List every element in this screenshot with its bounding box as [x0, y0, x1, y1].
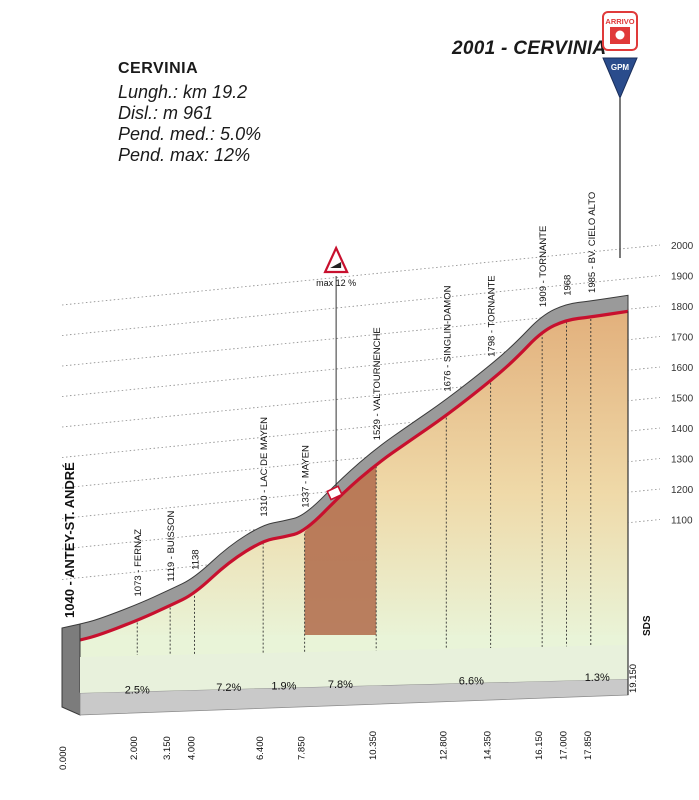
waypoint-label: 1119 - BUISSON [166, 511, 177, 582]
y-tick-label: 2000 [671, 241, 694, 252]
km-label: 12.800 [438, 731, 449, 760]
y-tick-label: 1600 [671, 363, 694, 374]
km-label: 3.150 [162, 736, 173, 760]
profile-area [80, 311, 628, 640]
grade-label: 1.3% [585, 672, 610, 684]
y-tick-label: 1500 [671, 394, 694, 405]
road-line [79, 309, 629, 642]
sds-label: SDS [642, 615, 653, 636]
grade-label: 7.8% [328, 679, 353, 691]
waypoint-label: 1909 - TORNANTE [538, 226, 549, 307]
gridline [61, 244, 661, 306]
arrivo-label: ARRIVO [605, 17, 634, 26]
waypoint-label: 1073 - FERNAZ [133, 529, 144, 597]
waypoint-label: 1968 [562, 275, 573, 296]
km-label: 16.150 [534, 731, 545, 760]
km-label-end: 19.150 [628, 664, 639, 693]
grade-label: 2.5% [125, 684, 150, 696]
start-label: 1040 - ANTEY-ST. ANDRÉ [62, 462, 77, 618]
waypoint-label: 1676 - SINGLIN-DAMON [442, 285, 453, 391]
waypoint-label: 1798 - TORNANTE [487, 275, 498, 356]
steep-marker-icon [326, 485, 343, 501]
km-label: 17.000 [558, 731, 569, 760]
finish-target-icon [615, 30, 625, 40]
waypoint-label: 1529 - VALTOURNENCHE [372, 327, 383, 440]
grade-label: 6.6% [459, 675, 484, 687]
waypoint-label: 1337 - MAYEN [301, 445, 312, 508]
y-tick-label: 1300 [671, 455, 694, 466]
grade-label: 7.2% [216, 682, 241, 694]
climb-max-grade: Pend. max: 12% [118, 145, 251, 165]
waypoint-label: 1138 [190, 549, 201, 569]
y-tick-label: 1100 [671, 516, 693, 527]
climb-info: CERVINIA Lungh.: km 19.2 Disl.: m 961 Pe… [118, 60, 261, 166]
climb-avg-grade: Pend. med.: 5.0% [118, 124, 262, 144]
lower-green-band [80, 645, 628, 693]
km-label: 6.400 [255, 736, 266, 760]
km-label: 7.850 [297, 736, 308, 760]
y-tick-label: 1200 [671, 485, 694, 496]
max-grade-warning-icon [323, 245, 349, 274]
gpm-label: GPM [611, 63, 630, 72]
km-label: 10.350 [368, 731, 379, 760]
km-label: 2.000 [129, 736, 140, 760]
finish-title: 2001 - CERVINIA [452, 38, 607, 59]
grade-label: 1.9% [271, 680, 296, 692]
gridline [61, 275, 661, 336]
steep-section [304, 464, 377, 659]
climb-name: CERVINIA [118, 60, 199, 77]
y-tick-label: 1400 [671, 424, 694, 435]
y-tick-label: 1900 [671, 272, 694, 283]
km-label: 14.350 [483, 731, 494, 760]
climb-length: Lungh.: km 19.2 [118, 82, 248, 102]
km-label: 4.000 [186, 736, 197, 760]
side-wall [61, 623, 81, 716]
slope-glyph-icon [330, 262, 342, 268]
climb-gain: Disl.: m 961 [118, 103, 214, 123]
km-label-start: 0.000 [58, 746, 69, 770]
gpm-icon [602, 57, 638, 100]
waypoint-label: 1985 - BV. CIELO ALTO [587, 192, 598, 293]
y-tick-label: 1700 [671, 333, 694, 344]
km-label: 17.850 [583, 731, 594, 760]
waypoint-label: 1310 - LAC DE MAYEN [259, 417, 270, 517]
max-sign-label: max 12 % [316, 278, 356, 288]
y-tick-label: 1800 [671, 302, 694, 313]
